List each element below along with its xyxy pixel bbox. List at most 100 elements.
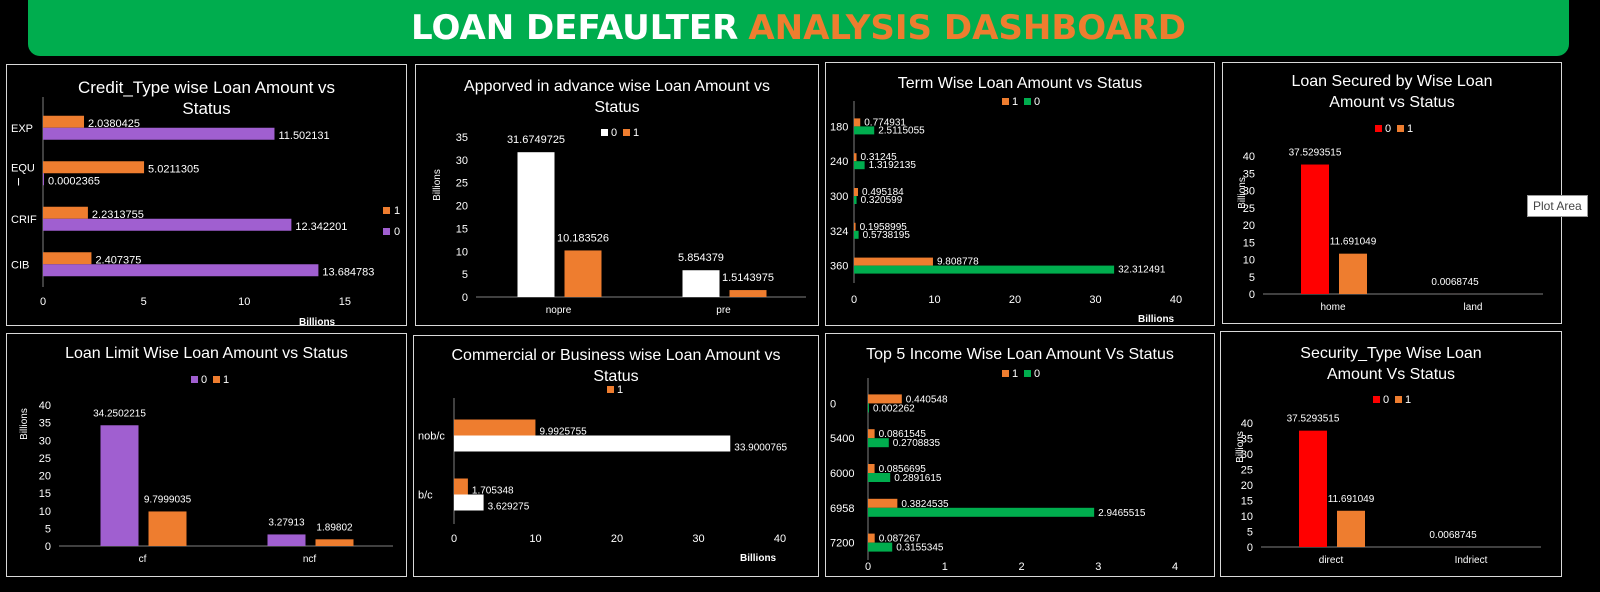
bar (854, 126, 875, 135)
x-tick-label: 30 (1089, 294, 1101, 306)
data-label: 5.854379 (678, 252, 724, 264)
y-tick-label: 5 (462, 269, 468, 281)
bar (868, 507, 1095, 517)
bar (854, 257, 933, 266)
secured-chart-panel[interactable]: Loan Secured by Wise Loan Amount vs Stat… (1222, 62, 1562, 324)
data-label: 12.342201 (295, 221, 347, 233)
x-tick-label: 0 (851, 294, 857, 306)
security-type-chart-panel[interactable]: Security_Type Wise Loan Amount Vs Status… (1220, 331, 1562, 577)
bar (854, 230, 859, 239)
category-label: CRIF (11, 214, 37, 226)
x-tick-label: 2 (1018, 561, 1024, 573)
data-label: 0.2891615 (894, 473, 942, 484)
bar (854, 161, 865, 170)
chart-title: Loan Limit Wise Loan Amount vs Status (65, 345, 348, 362)
data-label: 9.808778 (937, 257, 979, 268)
bar (564, 250, 602, 297)
bar (43, 173, 44, 186)
x-tick-label: 3 (1095, 561, 1101, 573)
x-tick-label: 10 (238, 296, 250, 308)
data-label: 37.5293515 (1287, 414, 1340, 425)
data-label: 13.684783 (322, 266, 374, 278)
data-label: 11.691049 (1330, 237, 1377, 248)
category-label: 240 (830, 156, 848, 168)
commercial-chart-panel[interactable]: Commercial or Business wise Loan Amount … (413, 335, 819, 577)
bar (854, 118, 861, 127)
legend-swatch (1373, 396, 1380, 403)
loan-limit-chart-panel[interactable]: Loan Limit Wise Loan Amount vs Status 0 1… (6, 333, 407, 577)
y-tick-label: 10 (1243, 255, 1255, 267)
category-label: CIB (11, 259, 29, 271)
legend-label: 1 (394, 205, 400, 217)
bar (267, 534, 306, 546)
y-tick-label: 30 (39, 435, 51, 447)
bar (868, 394, 902, 404)
legend-label: 1 (617, 384, 623, 396)
y-tick-label: 5 (1249, 272, 1255, 284)
y-tick-label: 15 (1241, 496, 1253, 508)
y-tick-label: 30 (456, 155, 468, 167)
chart-title: Credit_Type wise Loan Amount vs Status (77, 78, 336, 118)
data-label: 2.2313755 (92, 209, 144, 221)
x-tick-label: 1 (942, 561, 948, 573)
category-label: nob/c (418, 431, 445, 443)
dashboard-banner: LOAN DEFAULTER ANALYSIS DASHBOARD (28, 0, 1569, 56)
y-tick-label: 35 (39, 418, 51, 430)
bar (868, 473, 891, 482)
chart-title: Apporved in advance wise Loan Amount vs … (464, 78, 770, 116)
banner-title-orange: ANALYSIS DASHBOARD (748, 8, 1186, 48)
data-label: 0.3155345 (896, 543, 944, 554)
category-label: pre (716, 305, 731, 316)
term-chart-panel[interactable]: Term Wise Loan Amount vs Status 1 0 0 10 20 3… (825, 62, 1215, 326)
x-tick-label: 30 (692, 533, 704, 545)
category-label: Indriect (1455, 555, 1488, 566)
bar (854, 222, 856, 231)
y-tick-label: 40 (1241, 418, 1253, 430)
bar (454, 478, 468, 495)
y-tick-label: 10 (1241, 511, 1253, 523)
chart-svg: 0 10510152025303540Billionshome37.5293515… (1237, 123, 1543, 313)
legend-label: 0 (1383, 394, 1389, 406)
category-label: EQU (11, 162, 35, 174)
legend-swatch (601, 129, 608, 136)
data-label: 3.27913 (268, 517, 305, 528)
category-label: 360 (830, 261, 848, 273)
bar (868, 429, 875, 439)
x-tick-label: 5 (141, 296, 147, 308)
unit-label: Billions (299, 317, 336, 327)
data-label: 0.440548 (906, 394, 948, 405)
y-tick-label: 10 (456, 246, 468, 258)
chart-title: Top 5 Income Wise Loan Amount Vs Status (866, 346, 1174, 363)
y-tick-label: 35 (1243, 168, 1255, 180)
banner-title-white: LOAN DEFAULTER (411, 8, 739, 48)
income-chart-panel[interactable]: Top 5 Income Wise Loan Amount Vs Status … (825, 333, 1215, 577)
legend-swatch (213, 376, 220, 383)
bar (868, 498, 898, 508)
bar (1339, 253, 1367, 294)
y-tick-label: 0 (462, 292, 468, 304)
category-label: 0 (830, 398, 836, 410)
category-label: 7200 (830, 538, 854, 550)
bar (854, 153, 857, 162)
bar (100, 425, 139, 546)
x-tick-label: 40 (774, 533, 786, 545)
credit-type-chart-panel[interactable]: Credit_Type wise Loan Amount vs Status 1… (6, 64, 407, 327)
bar (43, 264, 319, 277)
data-label: 0.495184 (862, 187, 904, 198)
y-tick-label: 20 (456, 201, 468, 213)
data-label: 0.31245 (861, 152, 898, 163)
category-label: 180 (830, 121, 848, 133)
bar (682, 270, 720, 297)
data-label: 32.312491 (1118, 265, 1166, 276)
approved-chart-panel[interactable]: Apporved in advance wise Loan Amount vs … (415, 64, 819, 326)
category-label: 300 (830, 191, 848, 203)
bar (1299, 430, 1327, 547)
bar (854, 196, 857, 204)
y-tick-label: 30 (1243, 186, 1255, 198)
x-tick-label: 10 (928, 294, 940, 306)
legend-swatch (1024, 370, 1031, 377)
bar (454, 494, 484, 511)
